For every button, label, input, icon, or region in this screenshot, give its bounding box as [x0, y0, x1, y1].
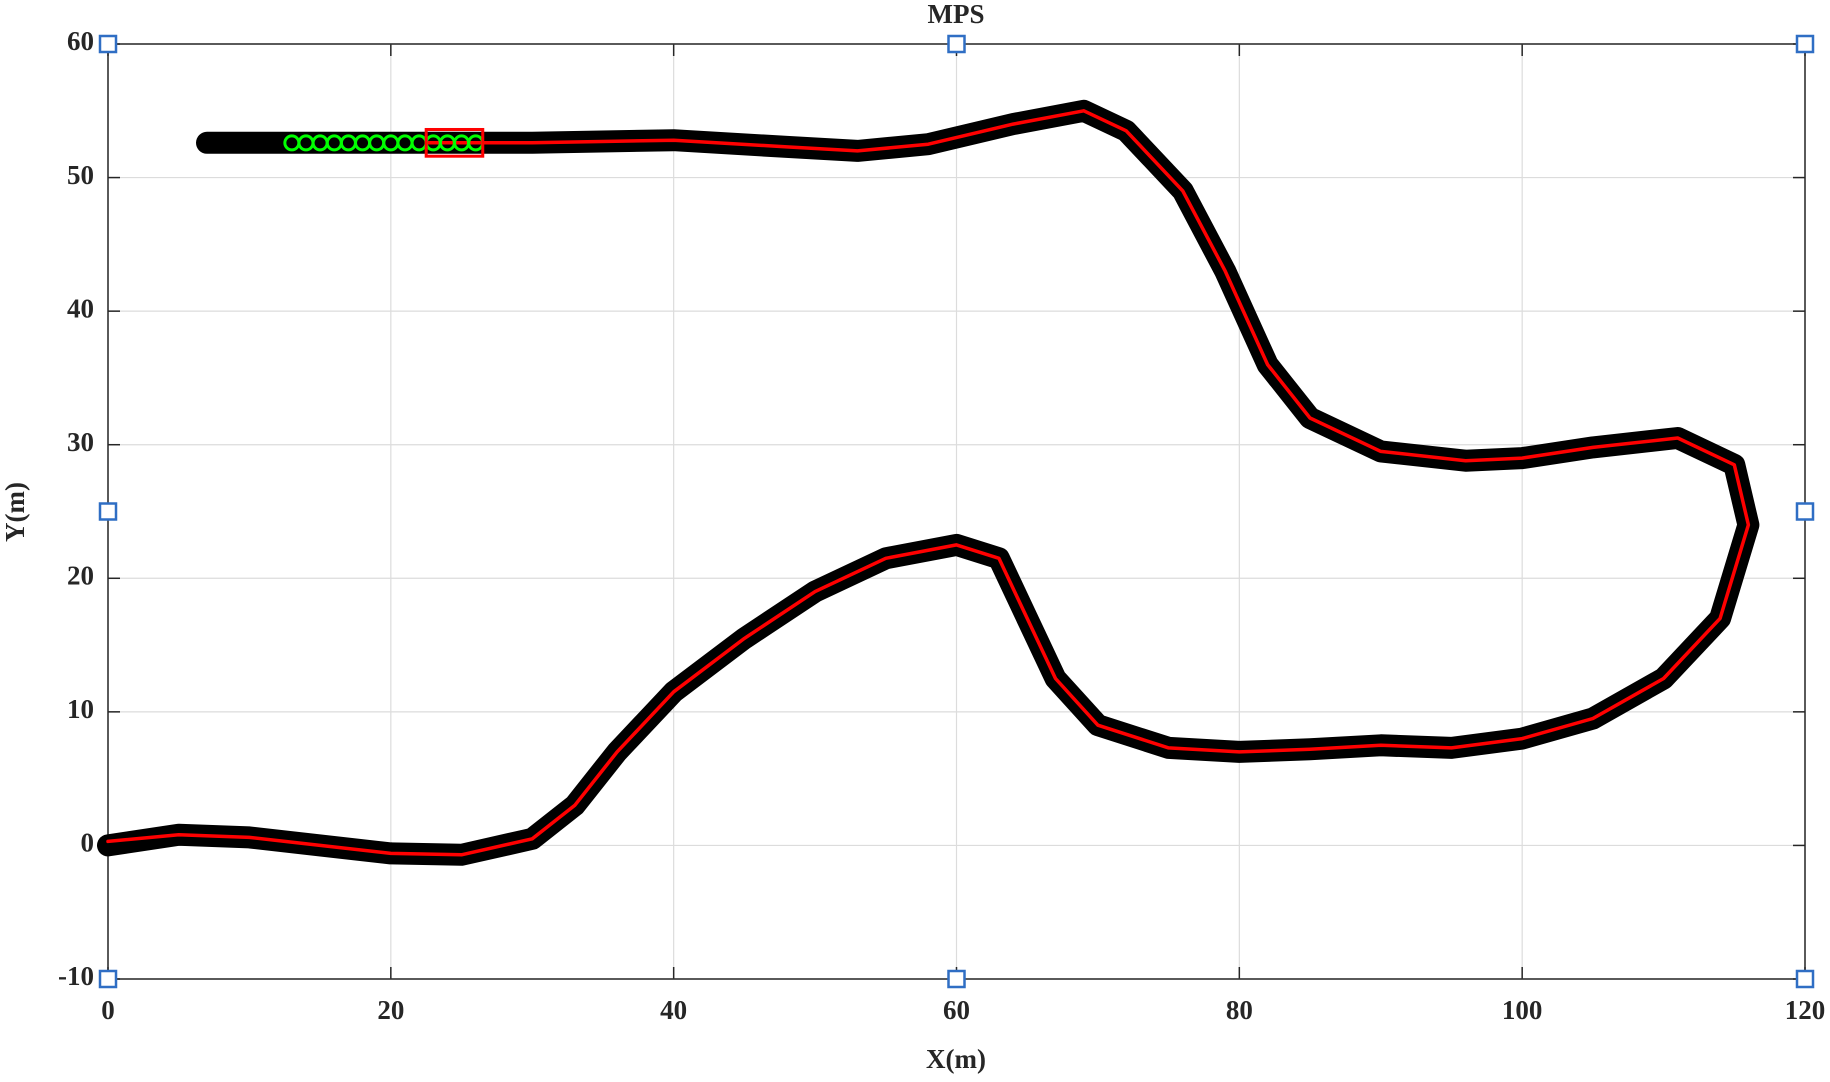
y-tick-label: 20 — [67, 560, 94, 590]
y-tick-label: 30 — [67, 427, 94, 457]
selection-handle — [98, 502, 118, 521]
selection-handle — [1795, 34, 1815, 54]
selection-handle — [1795, 502, 1815, 521]
selection-handle — [98, 34, 118, 54]
y-tick-label: 60 — [67, 26, 94, 56]
y-tick-label: 0 — [81, 828, 95, 858]
y-axis-label: Y(m) — [0, 482, 30, 542]
y-tick-label: 50 — [67, 160, 94, 190]
x-tick-label: 40 — [660, 995, 687, 1025]
track — [97, 99, 1760, 866]
y-tick-label: -10 — [58, 961, 94, 991]
selection-handle — [98, 969, 118, 989]
y-tick-label: 40 — [67, 293, 94, 323]
selection-handle — [1795, 969, 1815, 989]
chart-title: MPS — [928, 0, 985, 29]
x-tick-label: 20 — [377, 995, 404, 1025]
selection-handle — [947, 969, 966, 989]
x-tick-label: 60 — [943, 995, 970, 1025]
x-axis-label: X(m) — [926, 1044, 986, 1074]
x-tick-label: 100 — [1502, 995, 1543, 1025]
y-tick-label: 10 — [67, 694, 94, 724]
selection-handle — [947, 34, 966, 54]
reference-line — [106, 109, 1751, 857]
x-tick-label: 0 — [101, 995, 115, 1025]
vehicle-box — [424, 127, 485, 158]
x-tick-label: 80 — [1226, 995, 1253, 1025]
x-tick-label: 120 — [1785, 995, 1826, 1025]
